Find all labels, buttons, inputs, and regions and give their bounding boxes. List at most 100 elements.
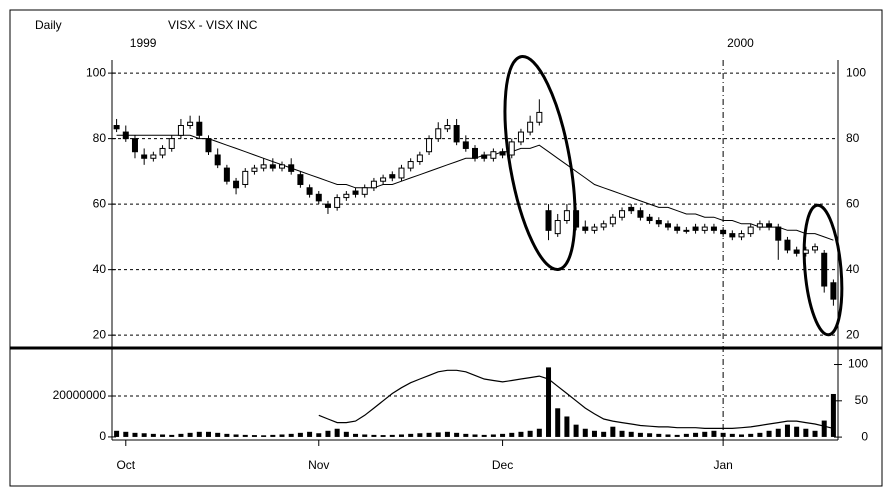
volume-bar xyxy=(417,433,423,437)
volume-bar xyxy=(536,428,542,437)
candle-body xyxy=(159,147,166,156)
y2-tick-label: 50 xyxy=(855,393,869,407)
candle-body xyxy=(793,249,800,254)
volume-bar xyxy=(812,430,818,437)
candle-body xyxy=(407,161,414,169)
volume-bar xyxy=(316,433,322,437)
candle-body xyxy=(481,154,488,159)
candle-body xyxy=(269,164,276,169)
volume-bar xyxy=(564,416,570,437)
volume-bar xyxy=(619,430,625,437)
y-tick-label: 80 xyxy=(93,131,107,145)
volume-bar xyxy=(435,432,441,437)
x-tick-label: Jan xyxy=(713,458,732,472)
frame xyxy=(9,9,883,487)
x-tick-label: Dec xyxy=(492,458,513,472)
volume-bar xyxy=(702,431,708,437)
candle-body xyxy=(343,193,350,199)
volume-bar xyxy=(794,426,800,437)
volume-bar xyxy=(748,433,754,437)
candle-body xyxy=(637,210,644,218)
candle-body xyxy=(453,125,460,143)
candle-body xyxy=(582,226,589,231)
volume-bar xyxy=(362,434,368,437)
volume-bar xyxy=(656,433,662,437)
volume-bar xyxy=(343,431,349,437)
volume-bar xyxy=(270,434,276,437)
candle-body xyxy=(756,223,763,228)
candle-body xyxy=(527,121,534,133)
candle-body xyxy=(196,121,203,136)
candle-body xyxy=(655,220,662,225)
volume-bar xyxy=(123,431,129,437)
candle-body xyxy=(279,164,286,169)
y-tick-label: 20000000 xyxy=(53,388,107,402)
volume-bar xyxy=(150,433,156,437)
volume-bar xyxy=(187,432,193,437)
candle-body xyxy=(784,239,791,251)
candle-body xyxy=(812,246,819,251)
candle-body xyxy=(187,121,194,127)
chart-title: VISX - VISX INC xyxy=(168,18,258,32)
volume-bar xyxy=(178,433,184,437)
volume-bar xyxy=(334,428,340,437)
volume-bar xyxy=(251,435,257,437)
candle-body xyxy=(490,151,497,159)
volume-bar xyxy=(693,432,699,437)
volume-bar xyxy=(647,433,653,437)
volume-bar xyxy=(325,430,331,437)
candle-body xyxy=(426,138,433,153)
volume-bar xyxy=(490,434,496,437)
volume-bar xyxy=(261,435,267,437)
volume-bar xyxy=(784,424,790,437)
candle-body xyxy=(361,187,368,195)
candle-body xyxy=(821,252,828,287)
volume-bar xyxy=(196,431,202,437)
x-tick-label: Nov xyxy=(308,458,329,472)
candle-body xyxy=(692,226,699,231)
candle-body xyxy=(462,141,469,149)
volume-bar xyxy=(205,431,211,437)
candle-body xyxy=(664,223,671,228)
volume-bar xyxy=(481,434,487,437)
candle-body xyxy=(499,151,506,156)
y-tick-label-right: 20 xyxy=(846,327,860,341)
volume-bar xyxy=(288,433,294,437)
candle-body xyxy=(536,111,543,123)
candle-body xyxy=(683,229,690,232)
candle-body xyxy=(545,210,552,231)
volume-bar xyxy=(546,367,552,437)
candle-body xyxy=(591,226,598,231)
volume-bar xyxy=(665,434,671,437)
volume-bar xyxy=(380,435,386,437)
candle-body xyxy=(738,233,745,238)
volume-bar xyxy=(215,432,221,437)
volume-bar xyxy=(353,433,359,437)
candle-body xyxy=(214,154,221,166)
volume-bar xyxy=(426,432,432,437)
volume-bar xyxy=(307,431,313,437)
volume-bar xyxy=(739,434,745,437)
volume-bar xyxy=(463,433,469,437)
y2-tick-label: 0 xyxy=(861,429,868,443)
candle-body xyxy=(729,233,736,238)
volume-bar xyxy=(509,432,515,437)
candle-body xyxy=(288,164,295,172)
candle-body xyxy=(563,210,570,222)
volume-bar xyxy=(518,431,524,437)
candle-body xyxy=(334,197,341,208)
volume-bar xyxy=(233,434,239,437)
volume-bar xyxy=(297,432,303,437)
candle-body xyxy=(435,128,442,140)
candle-body xyxy=(710,226,717,231)
candle-body xyxy=(260,164,267,169)
candle-body xyxy=(646,216,653,222)
period-label: Daily xyxy=(35,18,62,32)
candle-body xyxy=(251,167,258,172)
volume-bar xyxy=(757,432,763,437)
volume-bar xyxy=(729,433,735,437)
volume-bar xyxy=(444,431,450,437)
volume-bar xyxy=(527,430,533,437)
candle-body xyxy=(315,193,322,202)
candle-body xyxy=(775,226,782,241)
